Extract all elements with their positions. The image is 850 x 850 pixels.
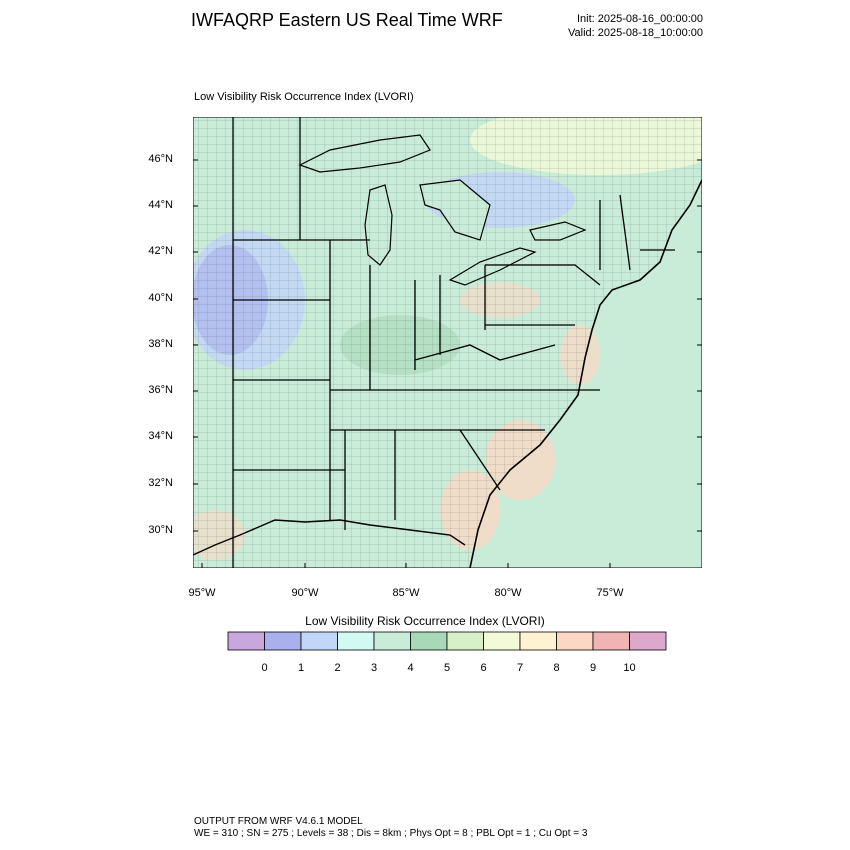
colorbar-swatch (592, 631, 630, 651)
colorbar-label: 7 (516, 662, 524, 674)
colorbar (227, 631, 667, 651)
footer-config: WE = 310 ; SN = 275 ; Levels = 38 ; Dis … (194, 828, 588, 839)
lat-label-32n: 32°N (148, 477, 173, 489)
lat-label-30n: 30°N (148, 524, 173, 536)
lon-label-90w: 90°W (291, 587, 319, 599)
lon-label-95w: 95°W (188, 587, 216, 599)
field-title: Low Visibility Risk Occurrence Index (LV… (194, 91, 414, 103)
colorbar-label: 8 (553, 662, 560, 674)
colorbar-label: 1 (297, 662, 305, 674)
colorbar-swatch (483, 631, 521, 651)
colorbar-swatch (227, 631, 265, 651)
init-time: Init: 2025-08-16_00:00:00 (577, 13, 703, 25)
lat-label-38n: 38°N (148, 338, 173, 350)
colorbar-label: 3 (370, 662, 378, 674)
lat-label-46n: 46°N (148, 153, 173, 165)
colorbar-label: 9 (589, 662, 597, 674)
colorbar-swatch (519, 631, 557, 651)
colorbar-swatch (629, 631, 667, 651)
colorbar-swatch (410, 631, 448, 651)
colorbar-label: 5 (443, 662, 451, 674)
colorbar-swatch (373, 631, 411, 651)
lat-label-36n: 36°N (148, 384, 173, 396)
colorbar-label: 10 (623, 662, 636, 674)
state-boundaries (232, 117, 675, 568)
axis-ticks (193, 159, 702, 568)
colorbar-swatch (300, 631, 338, 651)
lat-label-40n: 40°N (148, 292, 173, 304)
lon-label-75w: 75°W (596, 587, 624, 599)
lon-label-85w: 85°W (392, 587, 420, 599)
lat-label-44n: 44°N (148, 199, 173, 211)
footer-model: OUTPUT FROM WRF V4.6.1 MODEL (194, 816, 363, 827)
colorbar-label: 4 (407, 662, 414, 674)
colorbar-swatch (446, 631, 484, 651)
lon-label-80w: 80°W (494, 587, 522, 599)
gulf-coastline (193, 519, 466, 556)
colorbar-boxes (227, 631, 667, 651)
lat-label-34n: 34°N (148, 430, 173, 442)
colorbar-label: 0 (261, 662, 268, 674)
colorbar-title: Low Visibility Risk Occurrence Index (LV… (305, 614, 545, 628)
coastline (469, 179, 702, 568)
valid-time: Valid: 2025-08-18_10:00:00 (568, 27, 703, 39)
colorbar-swatch (556, 631, 594, 651)
colorbar-swatch (337, 631, 375, 651)
colorbar-swatch (264, 631, 302, 651)
map-field (193, 117, 702, 568)
chart-title: IWFAQRP Eastern US Real Time WRF (191, 10, 503, 30)
lat-label-42n: 42°N (148, 245, 173, 257)
colorbar-label: 6 (480, 662, 487, 674)
colorbar-label: 2 (334, 662, 341, 674)
